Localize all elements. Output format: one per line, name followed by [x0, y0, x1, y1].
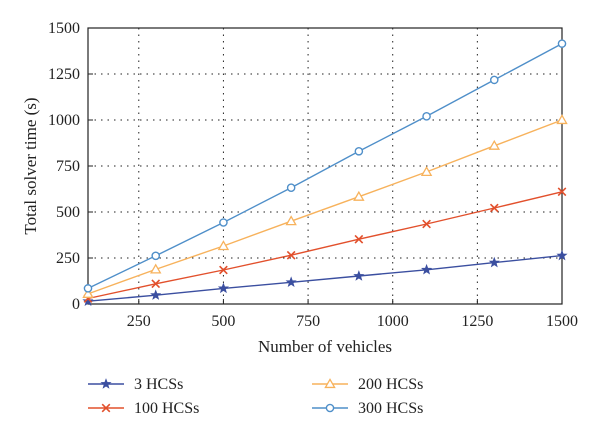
data-point — [285, 276, 297, 288]
series-200-hcss — [82, 114, 568, 298]
x-tick-label: 1250 — [461, 313, 493, 330]
data-point — [217, 282, 229, 294]
legend-marker — [101, 403, 111, 413]
series-line — [87, 254, 563, 302]
data-point — [420, 165, 433, 176]
series-line — [87, 191, 563, 300]
data-point — [285, 215, 297, 226]
axis-ticks: 250 500 750 1000 1250 1500 0 250 500 750 1000 1250 1… — [48, 20, 578, 330]
data-point — [83, 284, 93, 293]
x-tick-label: 1000 — [377, 313, 409, 330]
legend-item: 100 HCSs — [88, 400, 199, 417]
x-tick-label: 500 — [211, 313, 235, 330]
legend-marker — [100, 378, 112, 389]
legend-item: 300 HCSs — [312, 400, 423, 417]
legend: 3 HCSs 100 HCSs 200 HCSs 300 HCSs — [88, 376, 423, 417]
data-point — [286, 250, 296, 260]
series-line — [87, 119, 563, 295]
x-axis-label: Number of vehicles — [258, 337, 392, 356]
data-point — [219, 218, 228, 227]
data-point — [151, 279, 161, 289]
data-point — [557, 39, 567, 48]
data-point — [286, 183, 296, 193]
legend-marker — [324, 378, 336, 389]
grid — [88, 28, 562, 304]
data-point — [557, 187, 567, 197]
data-point — [353, 190, 365, 201]
data-point — [556, 249, 568, 261]
data-point — [217, 240, 230, 251]
data-point — [82, 295, 94, 306]
y-tick-label: 0 — [72, 296, 80, 313]
data-point — [489, 203, 499, 213]
series-3-hcss — [82, 249, 568, 306]
y-axis-label: Total solver time (s) — [21, 97, 40, 234]
data-point — [354, 234, 364, 244]
series-layer — [82, 39, 568, 306]
series-300-hcss — [83, 39, 567, 293]
data-point — [488, 139, 501, 150]
y-tick-label: 1250 — [48, 66, 80, 83]
x-tick-label: 750 — [296, 313, 320, 330]
y-tick-label: 1000 — [48, 112, 80, 129]
legend-item: 3 HCSs — [88, 376, 183, 393]
data-point — [151, 251, 161, 261]
data-point — [488, 256, 500, 268]
series-line — [87, 42, 563, 290]
data-point — [353, 270, 365, 281]
data-point — [489, 75, 499, 85]
x-tick-label: 250 — [127, 313, 151, 330]
x-tick-label: 1500 — [546, 313, 578, 330]
y-tick-label: 1500 — [48, 20, 80, 37]
y-tick-label: 750 — [56, 158, 80, 175]
legend-label: 100 HCSs — [134, 400, 199, 417]
data-point — [149, 263, 162, 274]
y-tick-label: 500 — [56, 204, 80, 221]
data-point — [422, 112, 431, 121]
data-point — [421, 263, 433, 275]
data-point — [150, 289, 162, 300]
data-point — [354, 146, 364, 156]
legend-label: 300 HCSs — [358, 400, 423, 417]
legend-item: 200 HCSs — [312, 376, 423, 393]
series-100-hcss — [83, 187, 567, 303]
data-point — [219, 265, 228, 275]
legend-marker — [325, 403, 335, 413]
data-point — [422, 219, 431, 229]
legend-label: 3 HCSs — [134, 376, 183, 393]
y-tick-label: 250 — [56, 250, 80, 267]
data-point — [556, 114, 568, 125]
data-point — [82, 287, 94, 298]
legend-label: 200 HCSs — [358, 376, 423, 393]
